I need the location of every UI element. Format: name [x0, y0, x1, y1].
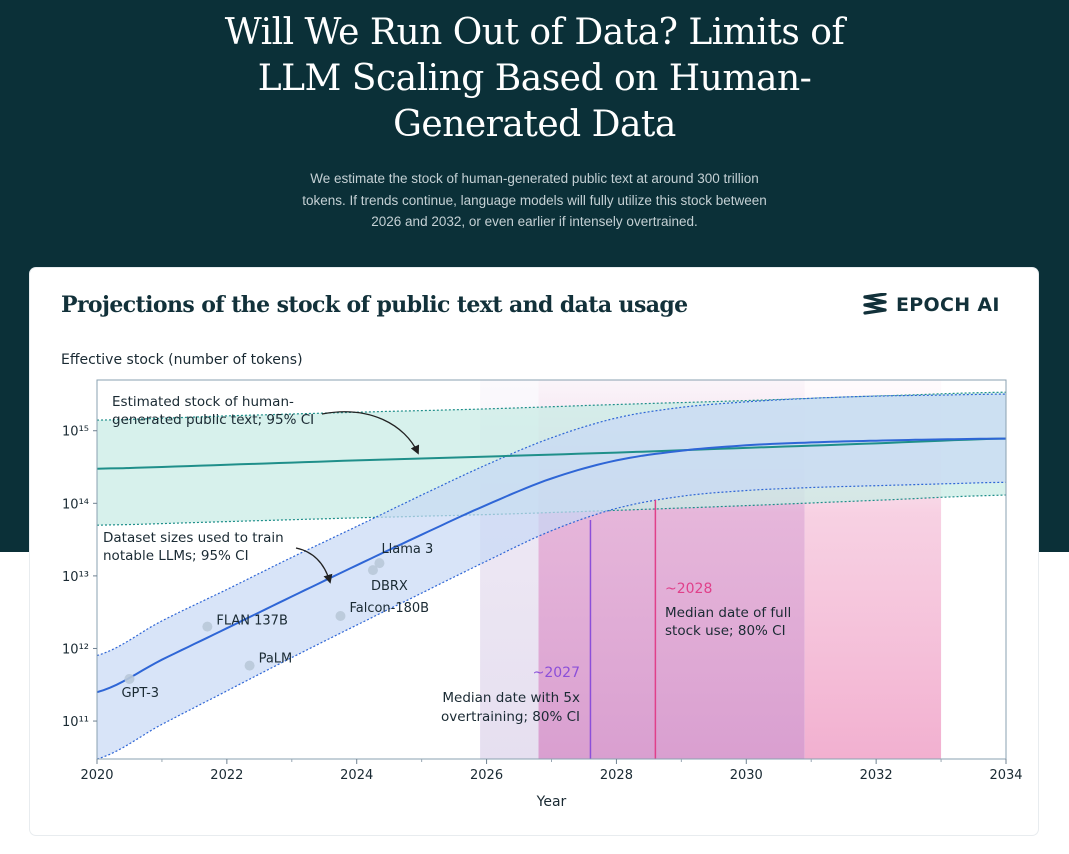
page-title: Will We Run Out of Data? Limits of LLM S… — [224, 12, 845, 145]
model-point — [202, 621, 213, 632]
usage-annotation-arrow — [295, 547, 333, 584]
usage-annotation-line1: Dataset sizes used to train — [103, 530, 284, 546]
usage-annotation-line2: notable LLMs; 95% CI — [103, 548, 249, 564]
usage-line — [97, 437, 1006, 694]
stock-annotation-line1: Estimated stock of human- — [112, 394, 294, 410]
overtrain-annotation-line2: overtraining; 80% CI — [441, 709, 580, 725]
x-tick-label: 2024 — [340, 768, 373, 783]
model-point — [367, 565, 378, 576]
overtrain-annotation-line1: Median date with 5x — [442, 690, 580, 706]
stock-annotation-line2: generated public text; 95% CI — [112, 412, 314, 428]
stock-line — [97, 437, 1006, 470]
full-use-year-label: ~2028 — [665, 581, 712, 597]
model-label: DBRX — [371, 579, 408, 594]
y-tick-label: 10¹⁴ — [62, 497, 89, 512]
x-tick-label: 2026 — [470, 768, 503, 783]
x-tick-label: 2020 — [80, 768, 113, 783]
epoch-stripes-icon — [863, 293, 887, 315]
y-tick-label: 10¹² — [62, 642, 89, 657]
x-tick-label: 2030 — [730, 768, 763, 783]
stock-lower-bound — [97, 494, 1006, 526]
model-label: PaLM — [259, 652, 293, 667]
y-tick-label: 10¹⁵ — [62, 425, 89, 440]
chart-title: Projections of the stock of public text … — [61, 292, 688, 318]
y-axis-label: Effective stock (number of tokens) — [61, 352, 303, 368]
y-tick-label: 10¹¹ — [62, 715, 89, 730]
model-label: Falcon-180B — [349, 601, 429, 616]
full-use-annotation-line1: Median date of full — [665, 605, 791, 621]
stock-annotation-arrow — [321, 411, 420, 455]
page-subtitle: We estimate the stock of human-generated… — [302, 171, 767, 229]
model-point — [335, 611, 346, 622]
usage-upper-bound — [97, 393, 1006, 657]
x-tick-label: 2028 — [600, 768, 633, 783]
usage-ci-band — [97, 394, 1006, 759]
x-tick-label: 2022 — [210, 768, 243, 783]
model-label: Llama 3 — [381, 542, 433, 557]
x-tick-label: 2032 — [860, 768, 893, 783]
x-axis-label: Year — [536, 794, 567, 810]
logo-text: EPOCH AI — [896, 294, 1000, 316]
model-label: FLAN 137B — [216, 614, 288, 629]
usage-lower-bound — [97, 481, 1006, 759]
x-tick-label: 2034 — [989, 768, 1022, 783]
overtrain-year-label: ~2027 — [533, 665, 580, 681]
model-point — [244, 660, 255, 671]
full-use-annotation-line2: stock use; 80% CI — [665, 623, 786, 639]
model-point — [374, 558, 385, 569]
model-point — [124, 673, 135, 684]
model-label: GPT-3 — [121, 686, 159, 701]
y-tick-label: 10¹³ — [62, 570, 89, 585]
epoch-logo[interactable]: EPOCH AI — [862, 293, 1000, 317]
